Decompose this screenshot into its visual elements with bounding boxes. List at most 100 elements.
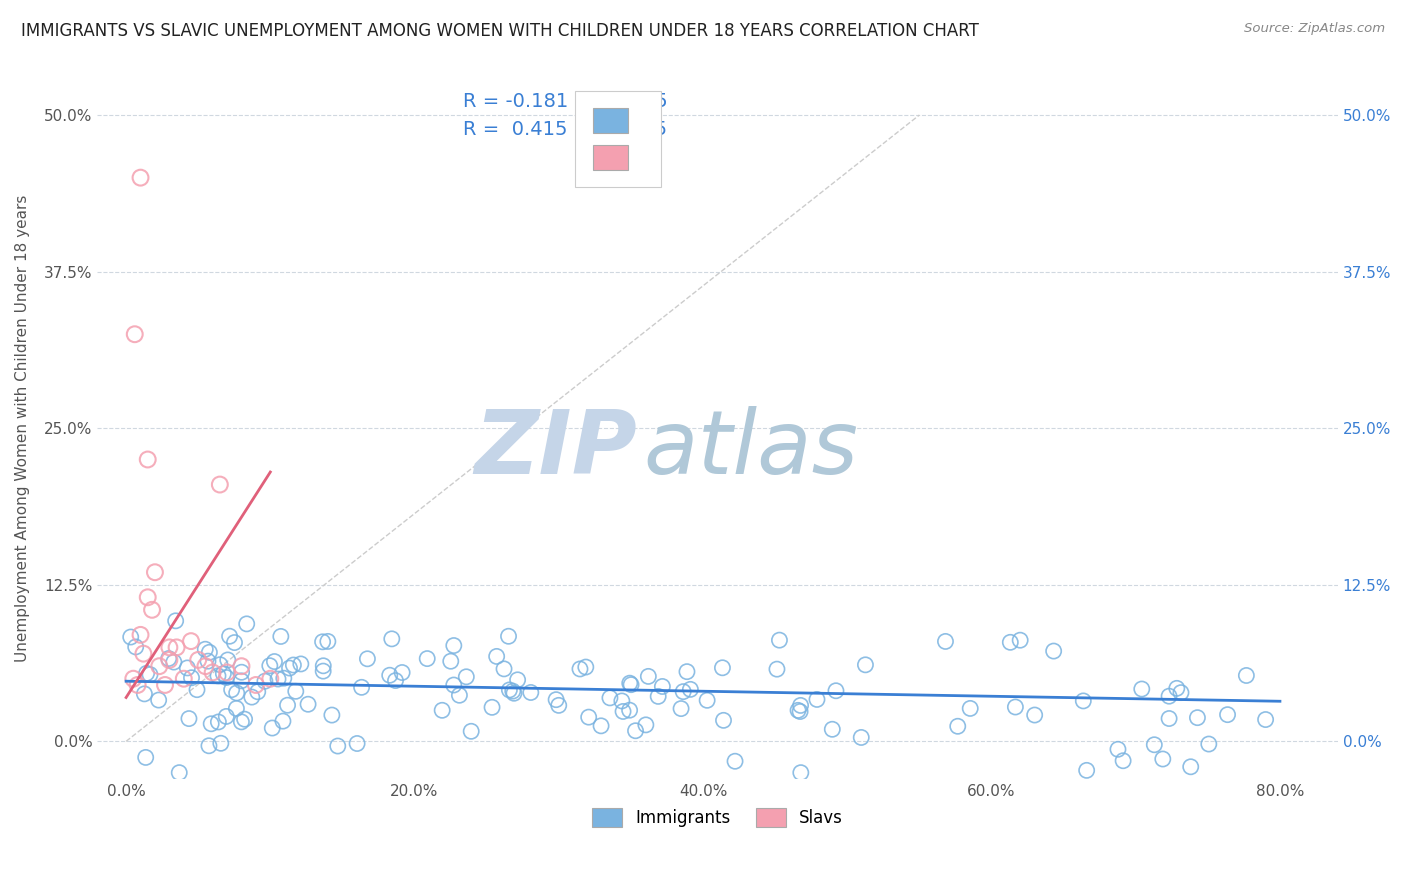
Point — [599, 690, 621, 705]
Point — [200, 716, 222, 731]
Point — [1010, 633, 1032, 648]
Point — [198, 739, 221, 753]
Point — [350, 681, 373, 695]
Point — [1180, 760, 1202, 774]
Point — [120, 630, 142, 644]
Point — [1112, 754, 1135, 768]
Point — [1024, 708, 1046, 723]
Y-axis label: Unemployment Among Women with Children Under 18 years: Unemployment Among Women with Children U… — [15, 194, 30, 662]
Point — [620, 678, 643, 692]
Point — [125, 640, 148, 654]
Point — [277, 698, 299, 713]
Point — [634, 718, 657, 732]
Point — [1170, 685, 1192, 699]
Point — [253, 674, 276, 689]
Point — [821, 723, 844, 737]
Point — [139, 667, 162, 681]
Point — [148, 693, 170, 707]
Point — [290, 657, 312, 671]
Text: R = -0.181   N = 145: R = -0.181 N = 145 — [463, 92, 668, 111]
Point — [1234, 668, 1257, 682]
Legend: Immigrants, Slavs: Immigrants, Slavs — [585, 801, 849, 834]
Point — [575, 660, 598, 674]
Point — [167, 765, 190, 780]
Point — [378, 668, 401, 682]
Point — [270, 629, 292, 643]
Point — [724, 754, 747, 768]
Point — [356, 652, 378, 666]
Point — [231, 714, 253, 729]
Point — [187, 653, 209, 667]
Point — [568, 662, 591, 676]
Point — [934, 634, 956, 648]
Point — [1000, 635, 1022, 649]
Point — [311, 635, 333, 649]
Text: ZIP: ZIP — [474, 406, 637, 492]
Point — [502, 684, 524, 698]
Point — [492, 662, 515, 676]
Point — [231, 673, 253, 688]
Point — [297, 698, 319, 712]
Point — [136, 452, 159, 467]
Point — [430, 703, 453, 717]
Point — [696, 693, 718, 707]
Point — [713, 714, 735, 728]
Point — [180, 671, 202, 685]
Point — [440, 654, 463, 668]
Point — [173, 672, 195, 686]
Point — [177, 712, 200, 726]
Point — [157, 653, 180, 667]
Point — [711, 661, 734, 675]
Point — [208, 477, 231, 491]
Point — [591, 719, 613, 733]
Point — [143, 566, 166, 580]
Point — [129, 628, 152, 642]
Point — [1042, 644, 1064, 658]
Point — [1216, 707, 1239, 722]
Point — [283, 658, 305, 673]
Point — [134, 687, 156, 701]
Point — [148, 659, 170, 673]
Point — [460, 724, 482, 739]
Point — [231, 659, 253, 673]
Point — [1166, 681, 1188, 696]
Point — [672, 684, 695, 698]
Point — [197, 654, 219, 668]
Point — [679, 682, 702, 697]
Point — [610, 694, 633, 708]
Point — [651, 680, 673, 694]
Point — [443, 639, 465, 653]
Text: R =  0.415   N =   25: R = 0.415 N = 25 — [463, 120, 668, 139]
Point — [520, 685, 543, 699]
Point — [215, 665, 238, 680]
Point — [194, 642, 217, 657]
Point — [503, 686, 526, 700]
Point — [485, 649, 508, 664]
Point — [215, 671, 238, 685]
Point — [246, 685, 269, 699]
Point — [1076, 764, 1098, 778]
Point — [245, 678, 267, 692]
Point — [806, 692, 828, 706]
Point — [218, 629, 240, 643]
Point — [456, 670, 478, 684]
Point — [669, 701, 692, 715]
Point — [316, 634, 339, 648]
Point — [637, 669, 659, 683]
Point — [262, 721, 284, 735]
Point — [391, 665, 413, 680]
Point — [278, 661, 301, 675]
Point — [326, 739, 349, 753]
Point — [233, 712, 256, 726]
Point — [132, 647, 155, 661]
Point — [1130, 681, 1153, 696]
Point — [619, 676, 641, 690]
Point — [215, 709, 238, 723]
Point — [224, 635, 246, 649]
Point — [201, 665, 224, 680]
Point — [231, 665, 253, 680]
Point — [180, 634, 202, 648]
Point — [506, 673, 529, 687]
Point — [235, 616, 257, 631]
Point — [481, 700, 503, 714]
